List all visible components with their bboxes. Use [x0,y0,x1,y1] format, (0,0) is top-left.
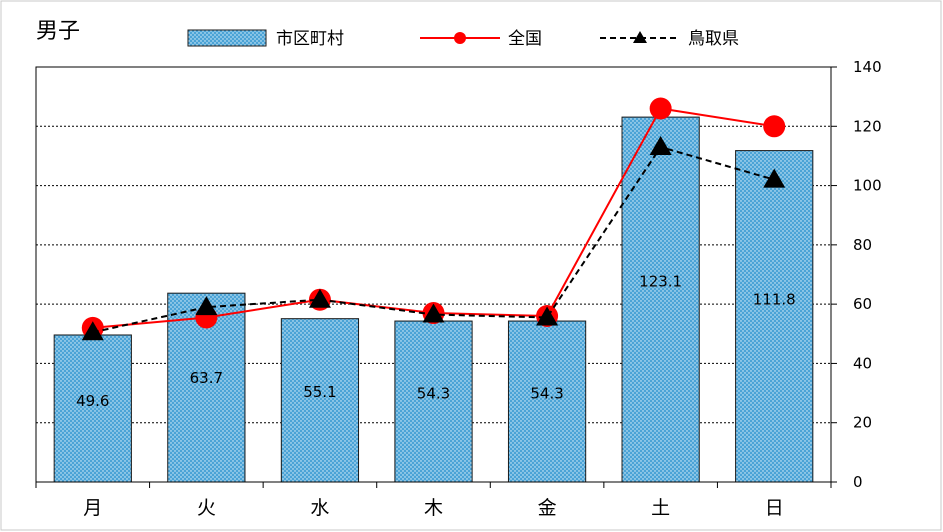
line-series [81,97,786,341]
bar-series: 49.6 63.7 55.1 54.3 54.3 123.1 111.8 [53,116,814,483]
bar-data-label: 123.1 [639,272,682,290]
bar-data-label: 54.3 [530,384,563,402]
x-tick-label: 水 [310,497,329,519]
prefecture-point [308,288,331,308]
y-tick-label: 120 [853,117,882,135]
bar [735,150,814,483]
bar-data-label: 54.3 [417,384,450,402]
plot-frame [35,66,832,483]
bar-data-label: 55.1 [303,383,336,401]
national-point [763,115,786,138]
prefecture-point [422,303,445,323]
x-tick-label: 木 [424,497,443,519]
axes: 0 20 40 60 80 100 120 140 月 火 水 木 金 土 日 [35,58,882,519]
bar [621,116,700,483]
y-tick-label: 0 [853,473,863,491]
legend: 市区町村 全国 鳥取県 [187,29,739,49]
y-tick-label: 100 [853,177,882,195]
bar [280,318,360,483]
bar [507,320,587,483]
x-tick-label: 土 [651,497,670,519]
legend-marker [454,32,466,44]
x-tick-label: 月 [83,497,102,519]
bar-data-label: 63.7 [190,369,223,387]
y-tick-label: 80 [853,236,872,254]
national-point [649,97,672,120]
prefecture-point [81,321,104,341]
bar [167,292,246,483]
bar-data-label: 49.6 [76,392,109,410]
y-tick-label: 140 [853,58,882,76]
prefecture-point [536,306,559,326]
prefecture-point [649,136,672,156]
legend-marker [633,31,647,43]
y-tick-label: 60 [853,295,872,313]
prefecture-point [763,168,786,188]
x-tick-label: 火 [197,497,216,519]
legend-label: 市区町村 [276,29,344,49]
bar-data-label: 111.8 [753,291,796,309]
x-tick-label: 日 [765,497,784,519]
y-tick-label: 40 [853,354,872,372]
chart-title: 男子 [36,19,80,44]
bar [394,320,473,483]
x-tick-label: 金 [538,497,557,519]
prefecture-point [195,296,218,316]
legend-label: 全国 [508,29,542,49]
y-tick-label: 20 [853,414,872,432]
legend-swatch [187,29,267,47]
legend-label: 鳥取県 [688,29,739,49]
